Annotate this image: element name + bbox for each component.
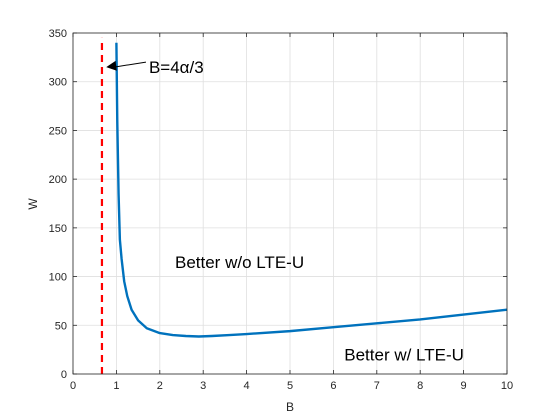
y-tick-label: 0 xyxy=(61,369,67,381)
annotation-label: Better w/ LTE-U xyxy=(344,346,464,365)
w-curve xyxy=(115,42,508,338)
y-tick-label: 50 xyxy=(55,320,67,332)
annotation-label: B=4α/3 xyxy=(149,58,204,77)
annotation-arrow-head xyxy=(106,60,117,71)
x-tick-label: 1 xyxy=(113,380,119,392)
x-tick-label: 3 xyxy=(200,380,206,392)
x-tick-label: 5 xyxy=(287,380,293,392)
annotations: B=4α/3 Better w/o LTE-U Better w/ LTE-U xyxy=(106,58,464,365)
x-tick-label: 6 xyxy=(330,380,336,392)
annotation-arrow-shaft xyxy=(114,61,147,68)
y-tick-label: 100 xyxy=(49,272,67,284)
y-tick-label: 350 xyxy=(49,28,67,40)
x-tick-label: 2 xyxy=(157,380,163,392)
y-tick-label: 250 xyxy=(49,125,67,137)
x-tick-label: 0 xyxy=(70,380,76,392)
y-tick-label: 300 xyxy=(49,77,67,89)
series-layer xyxy=(100,37,508,374)
x-tick-label: 4 xyxy=(244,380,250,392)
y-tick-label: 150 xyxy=(49,223,67,235)
y-tick-label: 200 xyxy=(49,174,67,186)
y-axis-label: W xyxy=(26,198,40,210)
x-tick-label: 8 xyxy=(417,380,423,392)
annotation-label: Better w/o LTE-U xyxy=(175,253,304,272)
x-tick-label: 10 xyxy=(501,380,513,392)
x-tick-label: 7 xyxy=(374,380,380,392)
x-tick-label: 9 xyxy=(461,380,467,392)
x-axis-label: B xyxy=(286,400,294,414)
